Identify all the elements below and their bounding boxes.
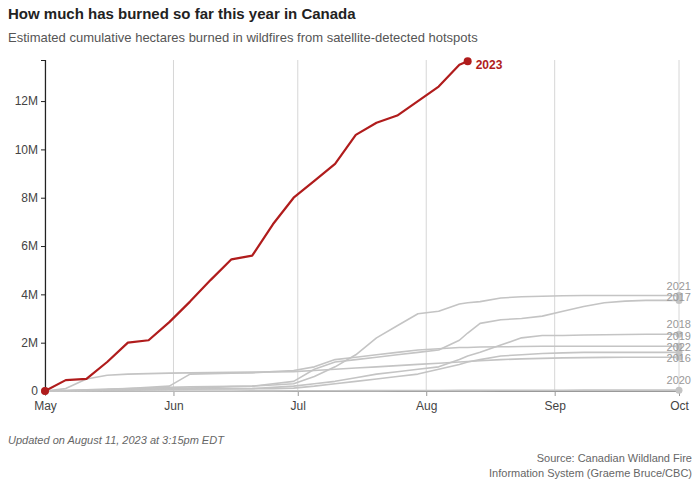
y-tick-label: 2M <box>21 336 38 350</box>
y-tick-mark <box>41 343 45 344</box>
series-label: 2018 <box>667 318 691 330</box>
grid <box>45 60 679 391</box>
x-tick-label: Aug <box>416 399 437 413</box>
x-tick-mark <box>555 391 556 396</box>
x-tick-label: Sep <box>545 399 567 413</box>
x-axis-line <box>46 392 680 397</box>
source: Information System (Graeme Bruce/CBC) <box>489 467 692 479</box>
x-tick-label: May <box>34 399 57 413</box>
x-axis: May Jun Jul Aug Sep Oct <box>34 391 689 413</box>
x-tick: Oct <box>670 391 689 413</box>
x-tick-label: Jul <box>291 399 306 413</box>
series-end-marker <box>41 387 49 395</box>
series-label: 2020 <box>667 374 691 386</box>
x-tick: Jul <box>291 391 306 413</box>
y-tick: 10M <box>15 143 45 157</box>
series-line <box>45 334 679 391</box>
series-line <box>45 300 679 391</box>
series-label: 2017 <box>667 291 691 303</box>
y-axis-line <box>41 61 46 392</box>
series-label: 2023 <box>476 58 503 72</box>
title: How much has burned so far this year in … <box>8 5 356 22</box>
series-end-marker <box>42 388 49 395</box>
series-lines <box>41 57 683 395</box>
x-tick-mark <box>298 391 299 396</box>
plot: May Jun Jul Aug Sep Oct 0 2M 4M 6M 8M 10M 12M 2023 202… <box>15 57 691 413</box>
chart: How much has burned so far this year in … <box>0 0 700 485</box>
series-end-marker <box>42 388 49 395</box>
grid-line-x <box>426 60 427 391</box>
series-end-marker <box>676 387 683 394</box>
y-tick: 2M <box>21 336 45 350</box>
series-end-marker <box>464 57 472 65</box>
y-tick-label: 4M <box>21 288 38 302</box>
x-tick-mark <box>426 391 427 396</box>
x-tick-label: Oct <box>670 399 689 413</box>
grid-line-x <box>297 60 298 391</box>
y-tick: 12M <box>15 94 45 108</box>
y-tick-mark <box>41 294 45 295</box>
x-tick: Aug <box>416 391 437 413</box>
y-tick: 4M <box>21 288 45 302</box>
note: Updated on August 11, 2023 at 3:15pm EDT <box>8 434 225 446</box>
series-end-marker <box>42 388 49 395</box>
series-label: 2016 <box>667 352 691 364</box>
series-end-marker <box>42 388 49 395</box>
series-end-marker <box>42 388 49 395</box>
source: Source: Canadian Wildland Fire <box>537 452 692 464</box>
series-line <box>45 357 679 391</box>
series-line <box>45 346 679 391</box>
series-line <box>45 296 679 391</box>
x-tick: Sep <box>545 391 567 413</box>
y-tick-label: 10M <box>15 143 38 157</box>
series-end-marker <box>42 388 49 395</box>
series-line <box>45 61 468 391</box>
y-tick-label: 6M <box>21 239 38 253</box>
subtitle: Estimated cumulative hectares burned in … <box>8 30 478 45</box>
grid-line-x <box>554 60 555 391</box>
y-tick-label: 12M <box>15 94 38 108</box>
x-tick-label: Jun <box>164 399 183 413</box>
y-axis: 0 2M 4M 6M 8M 10M 12M <box>15 61 46 399</box>
series-end-marker <box>42 388 49 395</box>
grid-line-x <box>173 60 174 391</box>
y-tick-label: 8M <box>21 191 38 205</box>
y-tick-mark <box>41 246 45 247</box>
y-tick: 8M <box>21 191 45 205</box>
series-labels: 20232021201720182019202220162020 <box>476 58 691 386</box>
y-tick-mark <box>41 198 45 199</box>
y-tick-mark <box>41 149 45 150</box>
x-tick: Jun <box>164 391 183 413</box>
y-tick-label: 0 <box>31 384 38 398</box>
y-tick-mark <box>41 101 45 102</box>
y-tick: 6M <box>21 239 45 253</box>
